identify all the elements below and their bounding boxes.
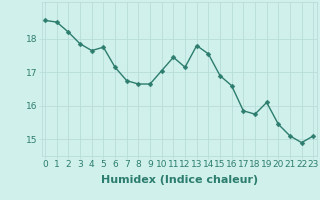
X-axis label: Humidex (Indice chaleur): Humidex (Indice chaleur) (100, 175, 258, 185)
